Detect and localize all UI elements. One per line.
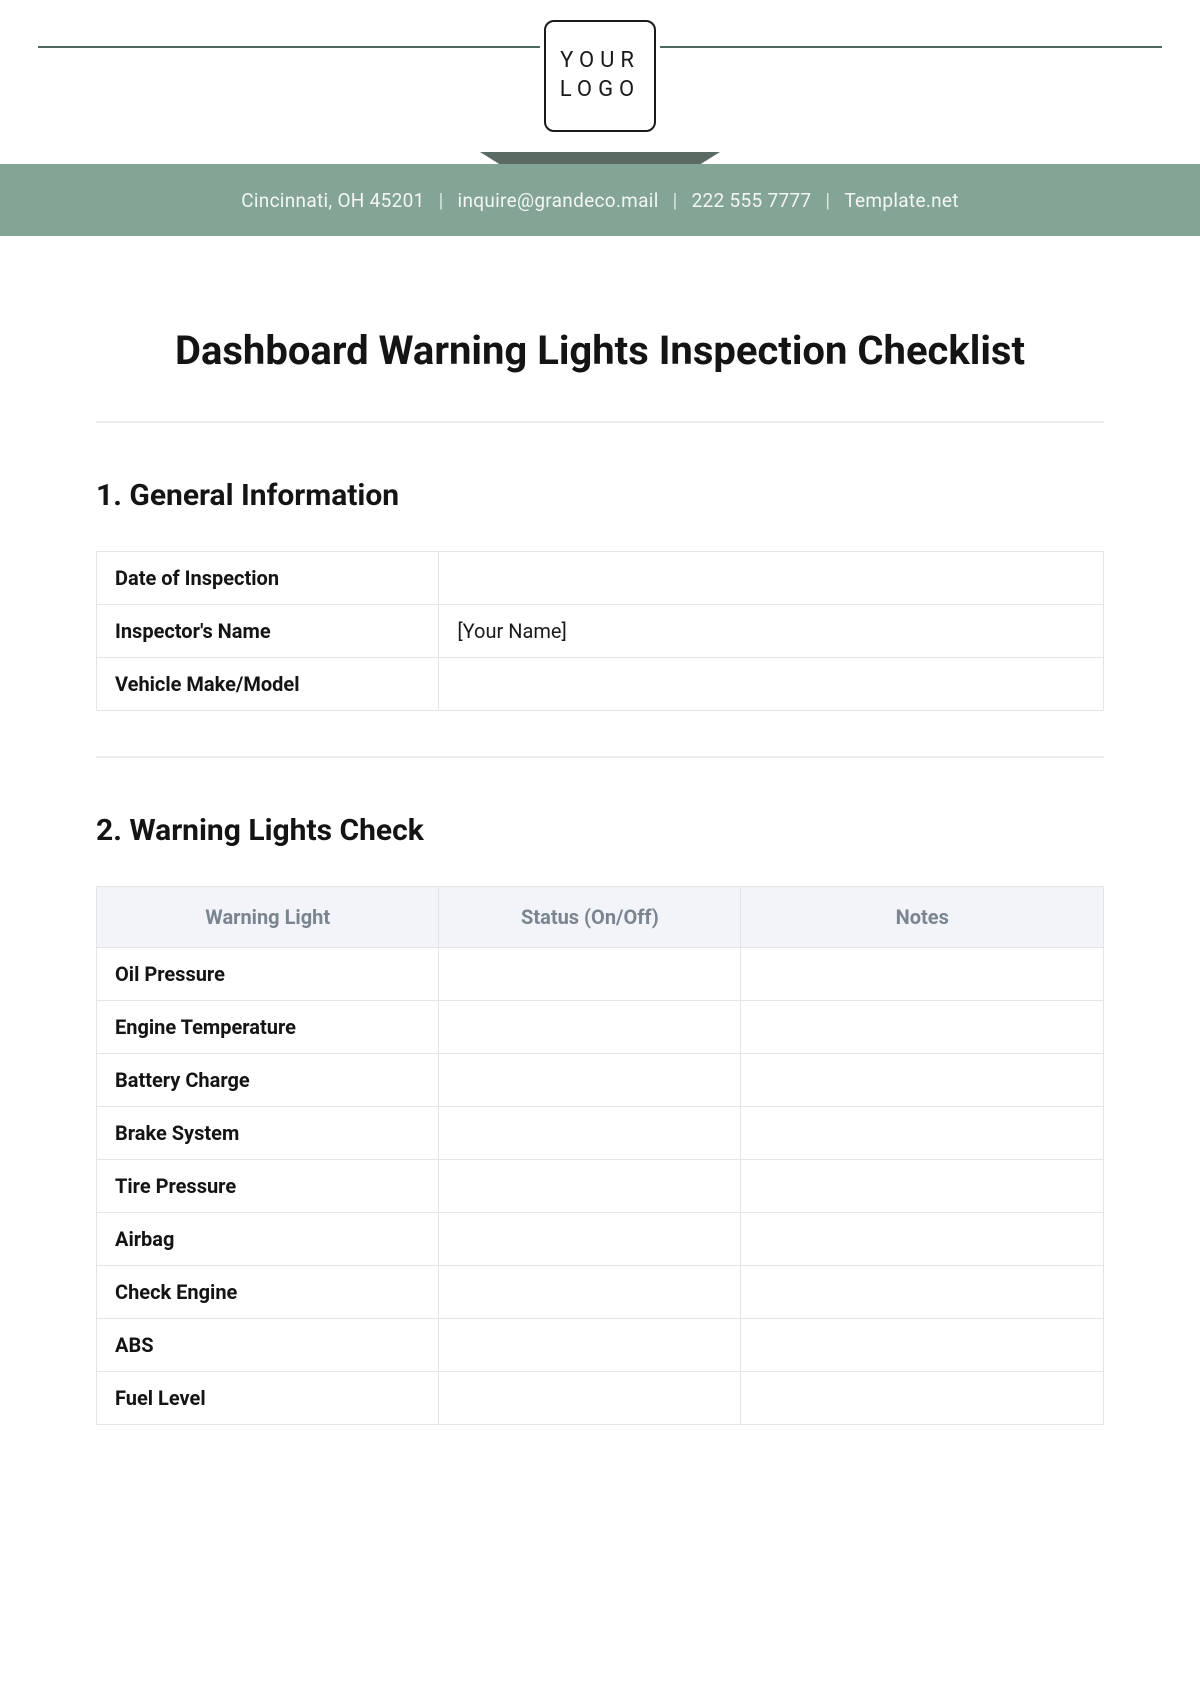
light-status[interactable] <box>439 1054 741 1107</box>
rule-left <box>38 46 540 48</box>
light-notes[interactable] <box>741 1266 1104 1319</box>
light-name: Airbag <box>97 1213 439 1266</box>
table-row: Date of Inspection <box>97 552 1104 605</box>
banner-wrap: Cincinnati, OH 45201 | inquire@grandeco.… <box>0 152 1200 236</box>
banner-site: Template.net <box>844 189 958 212</box>
table-row: Brake System <box>97 1107 1104 1160</box>
table-row: Check Engine <box>97 1266 1104 1319</box>
info-value[interactable] <box>439 552 1104 605</box>
banner-address: Cincinnati, OH 45201 <box>241 189 424 212</box>
section-divider <box>96 756 1104 758</box>
table-header-row: Warning Light Status (On/Off) Notes <box>97 887 1104 948</box>
col-status: Status (On/Off) <box>439 887 741 948</box>
section1-heading: 1. General Information <box>96 478 1104 513</box>
light-notes[interactable] <box>741 1054 1104 1107</box>
info-label: Date of Inspection <box>97 552 439 605</box>
rule-right <box>660 46 1162 48</box>
light-name: ABS <box>97 1319 439 1372</box>
info-label: Vehicle Make/Model <box>97 658 439 711</box>
light-notes[interactable] <box>741 1160 1104 1213</box>
contact-banner: Cincinnati, OH 45201 | inquire@grandeco.… <box>0 164 1200 236</box>
light-status[interactable] <box>439 1107 741 1160</box>
light-name: Engine Temperature <box>97 1001 439 1054</box>
info-value[interactable]: [Your Name] <box>439 605 1104 658</box>
light-name: Check Engine <box>97 1266 439 1319</box>
light-name: Brake System <box>97 1107 439 1160</box>
table-row: Airbag <box>97 1213 1104 1266</box>
banner-phone: 222 555 7777 <box>692 189 812 212</box>
light-notes[interactable] <box>741 1372 1104 1425</box>
light-status[interactable] <box>439 1160 741 1213</box>
table-row: Tire Pressure <box>97 1160 1104 1213</box>
banner-separator: | <box>673 189 678 212</box>
logo-line2: LOGO <box>560 76 640 105</box>
col-warning-light: Warning Light <box>97 887 439 948</box>
section-divider <box>96 421 1104 423</box>
light-status[interactable] <box>439 1001 741 1054</box>
light-notes[interactable] <box>741 1001 1104 1054</box>
page: YOUR LOGO Cincinnati, OH 45201 | inquire… <box>0 0 1200 1696</box>
col-notes: Notes <box>741 887 1104 948</box>
warning-lights-table: Warning Light Status (On/Off) Notes Oil … <box>96 886 1104 1425</box>
table-row: Oil Pressure <box>97 948 1104 1001</box>
light-status[interactable] <box>439 1319 741 1372</box>
light-notes[interactable] <box>741 1107 1104 1160</box>
banner-email: inquire@grandeco.mail <box>458 189 659 212</box>
info-value[interactable] <box>439 658 1104 711</box>
table-row: ABS <box>97 1319 1104 1372</box>
banner-tab <box>480 152 720 164</box>
light-status[interactable] <box>439 1372 741 1425</box>
banner-separator: | <box>439 189 444 212</box>
logo-placeholder: YOUR LOGO <box>544 20 656 132</box>
light-name: Fuel Level <box>97 1372 439 1425</box>
light-name: Oil Pressure <box>97 948 439 1001</box>
light-notes[interactable] <box>741 948 1104 1001</box>
section2-heading: 2. Warning Lights Check <box>96 813 1104 848</box>
banner-separator: | <box>825 189 830 212</box>
table-row: Engine Temperature <box>97 1001 1104 1054</box>
table-row: Fuel Level <box>97 1372 1104 1425</box>
table-row: Vehicle Make/Model <box>97 658 1104 711</box>
table-row: Battery Charge <box>97 1054 1104 1107</box>
info-label: Inspector's Name <box>97 605 439 658</box>
light-name: Tire Pressure <box>97 1160 439 1213</box>
general-info-table: Date of Inspection Inspector's Name [You… <box>96 551 1104 711</box>
content: Dashboard Warning Lights Inspection Chec… <box>0 326 1200 1425</box>
table-row: Inspector's Name [Your Name] <box>97 605 1104 658</box>
light-status[interactable] <box>439 1213 741 1266</box>
page-title: Dashboard Warning Lights Inspection Chec… <box>96 326 1104 376</box>
light-name: Battery Charge <box>97 1054 439 1107</box>
light-status[interactable] <box>439 1266 741 1319</box>
logo-line1: YOUR <box>560 47 640 76</box>
light-status[interactable] <box>439 948 741 1001</box>
light-notes[interactable] <box>741 1213 1104 1266</box>
light-notes[interactable] <box>741 1319 1104 1372</box>
